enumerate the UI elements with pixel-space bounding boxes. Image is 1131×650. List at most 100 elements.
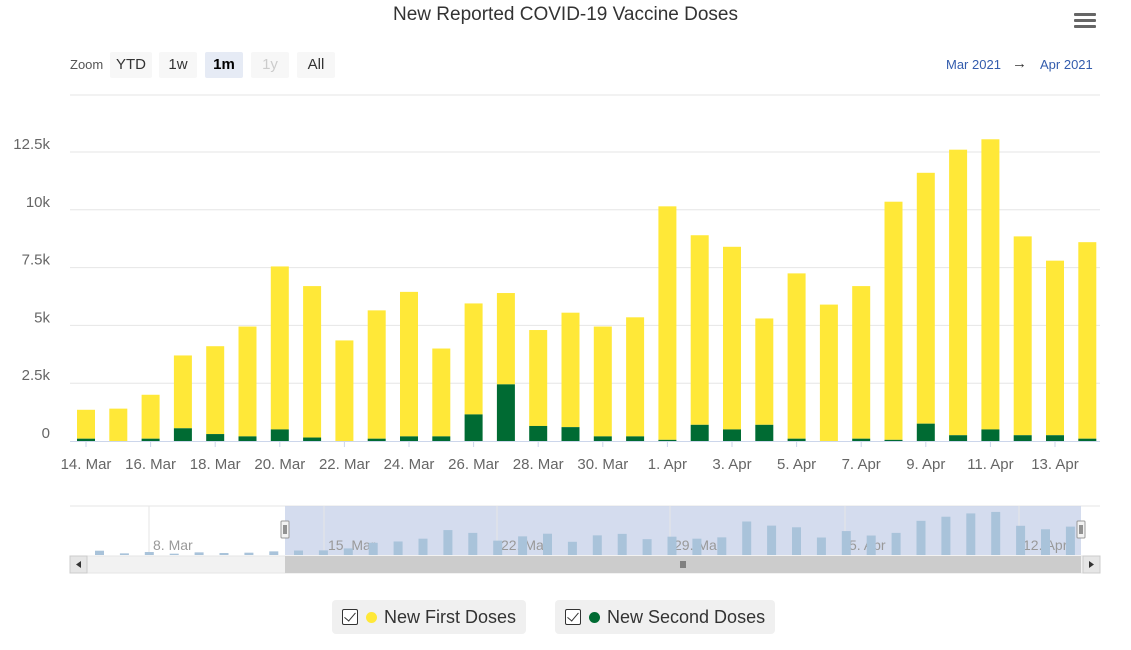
- x-tick-label: 28. Mar: [513, 456, 564, 473]
- navigator-bar: [816, 537, 826, 555]
- range-to[interactable]: Apr 2021: [1040, 57, 1093, 72]
- zoom-label: Zoom: [70, 57, 104, 72]
- chart-title: New Reported COVID-19 Vaccine Doses: [393, 4, 738, 25]
- bar-second-doses: [400, 436, 418, 441]
- bar-first-doses: [367, 310, 386, 439]
- bar-first-doses: [561, 312, 580, 428]
- bar-first-doses: [884, 201, 903, 440]
- checkbox-icon[interactable]: [342, 609, 358, 625]
- bar-first-doses: [496, 293, 515, 385]
- x-tick-label: 26. Mar: [448, 456, 499, 473]
- bar-first-doses: [593, 326, 612, 437]
- bar-first-doses: [723, 246, 741, 430]
- bar-second-doses: [949, 435, 968, 441]
- menu-icon[interactable]: [1072, 10, 1098, 32]
- bar-first-doses: [916, 172, 935, 424]
- bar-first-doses: [77, 409, 95, 439]
- bar-first-doses: [432, 348, 451, 437]
- bar-first-doses: [852, 286, 871, 439]
- bar-first-doses: [626, 317, 645, 437]
- bar-second-doses: [270, 429, 289, 441]
- y-tick-label: 5k: [34, 309, 50, 326]
- legend-label-first: New First Doses: [384, 606, 517, 627]
- bar-first-doses: [1013, 236, 1032, 436]
- bar-second-doses: [626, 436, 645, 441]
- bar-first-doses: [206, 346, 225, 435]
- x-tick-label: 18. Mar: [190, 456, 241, 473]
- navigator-bar: [841, 531, 851, 555]
- x-tick-label: 16. Mar: [125, 456, 176, 473]
- navigator-bar: [692, 538, 702, 555]
- navigator-bar: [941, 516, 951, 555]
- bar-first-doses: [690, 235, 709, 425]
- navigator-bar: [567, 541, 577, 555]
- checkbox-icon[interactable]: [565, 609, 581, 625]
- legend-first-doses[interactable]: New First Doses: [332, 600, 527, 634]
- zoom-1w-button[interactable]: 1w: [159, 52, 197, 78]
- x-tick-label: 20. Mar: [254, 456, 305, 473]
- zoom-1m-button[interactable]: 1m: [205, 52, 243, 78]
- navigator-bar: [393, 541, 403, 555]
- navigator-handle[interactable]: [280, 520, 290, 539]
- navigator-handle[interactable]: [1076, 520, 1086, 539]
- legend-second-doses[interactable]: New Second Doses: [555, 600, 776, 634]
- bar-second-doses: [1078, 438, 1097, 441]
- bar-first-doses: [981, 139, 1000, 430]
- bar-first-doses: [238, 326, 257, 437]
- navigator-bar: [294, 550, 303, 555]
- legend-dot-second: [589, 611, 600, 623]
- navigator-bar: [966, 513, 976, 555]
- bar-second-doses: [173, 428, 192, 441]
- bar-second-doses: [561, 427, 580, 441]
- range-arrow: →: [1012, 55, 1027, 72]
- navigator-bar: [244, 552, 254, 555]
- y-tick-label: 2.5k: [22, 367, 51, 384]
- legend-label-second: New Second Doses: [607, 606, 766, 627]
- x-tick-label: 1. Apr: [648, 456, 687, 473]
- x-tick-label: 9. Apr: [906, 456, 945, 473]
- x-tick-label: 5. Apr: [777, 456, 816, 473]
- navigator-bar: [866, 535, 876, 555]
- navigator-bar: [891, 532, 901, 555]
- navigator-handle-body: [280, 520, 290, 539]
- navigator-label: 8. Mar: [153, 537, 193, 553]
- zoom-ytd-button[interactable]: YTD: [110, 52, 152, 78]
- bar-second-doses: [981, 429, 1000, 441]
- navigator-bar: [194, 552, 204, 555]
- x-tick-label: 11. Apr: [967, 456, 1013, 473]
- bar-second-doses: [464, 414, 483, 441]
- bar-first-doses: [819, 304, 838, 441]
- bar-second-doses: [141, 438, 160, 441]
- bar-second-doses: [916, 423, 935, 441]
- bar-first-doses: [464, 303, 483, 415]
- bar-first-doses: [755, 318, 774, 425]
- bar-second-doses: [496, 384, 515, 441]
- bar-second-doses: [303, 437, 322, 441]
- navigator-bar: [767, 525, 777, 555]
- x-tick-label: 14. Mar: [61, 456, 112, 473]
- navigator-bar: [493, 540, 503, 555]
- bar-second-doses: [787, 438, 806, 441]
- navigator-bar: [1065, 526, 1075, 555]
- navigator-bar: [343, 548, 353, 555]
- navigator-bar: [991, 511, 1001, 555]
- navigator-label: 15. Mar: [328, 537, 376, 553]
- navigator-bar: [518, 536, 528, 555]
- navigator-bar: [742, 521, 752, 555]
- navigator-bar: [418, 538, 428, 555]
- bar-second-doses: [755, 424, 774, 441]
- y-tick-label: 0: [42, 425, 50, 442]
- bar-first-doses: [335, 340, 354, 441]
- range-from[interactable]: Mar 2021: [946, 57, 1001, 72]
- bar-second-doses: [77, 438, 95, 441]
- bar-first-doses: [1078, 242, 1097, 439]
- navigator-bar: [219, 553, 229, 555]
- bar-second-doses: [367, 438, 386, 441]
- navigator-bar: [269, 551, 279, 555]
- navigator-bar: [318, 550, 328, 555]
- navigator-bar: [717, 537, 727, 555]
- zoom-all-button[interactable]: All: [297, 52, 335, 78]
- navigator-bar: [642, 539, 652, 555]
- bar-first-doses: [303, 286, 322, 438]
- bar-second-doses: [432, 436, 451, 441]
